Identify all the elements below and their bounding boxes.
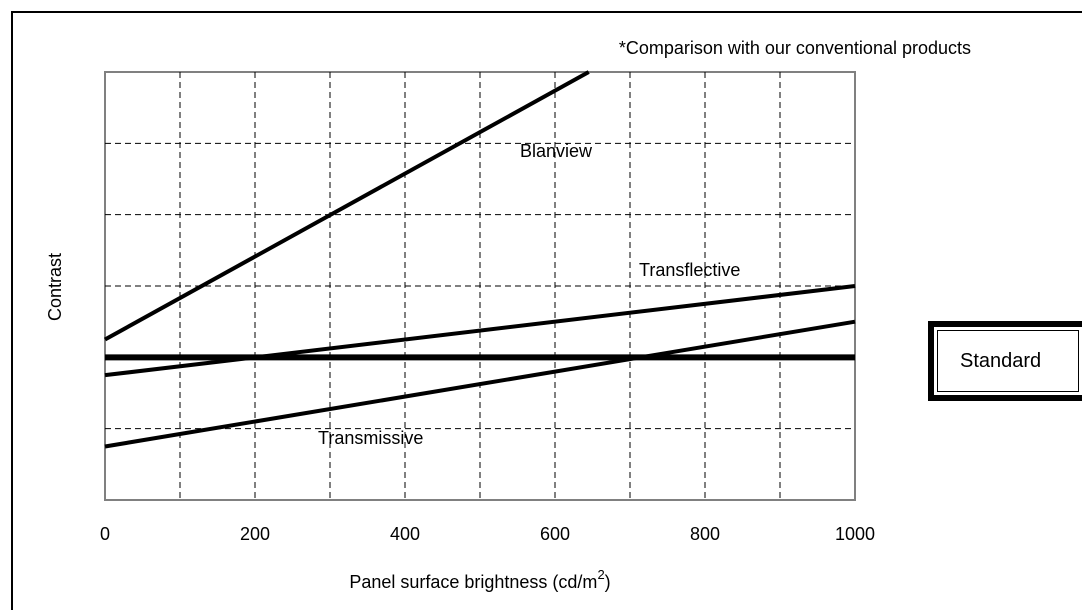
x-axis-label-sup: 2 [597,567,604,582]
series-lines [104,70,856,449]
series-label-transmissive: Transmissive [318,428,423,448]
x-tick-label: 200 [240,524,270,544]
series-line-transmissive [104,319,856,449]
x-axis-label-end: ) [605,572,611,592]
standard-label: Standard [937,330,1079,392]
chart-frame [11,11,1082,610]
standard-label-box: Standard [928,321,1082,401]
x-tick-label: 0 [100,524,110,544]
x-tick-label: 600 [540,524,570,544]
series-label-blanview: Blanview [520,141,593,161]
x-axis-label-main: Panel surface brightness (cd/m [349,572,597,592]
x-axis-label: Panel surface brightness (cd/m2) [349,567,610,592]
standard-label-inner: Standard [932,325,1082,397]
x-tick-label: 1000 [835,524,875,544]
series-line-blanview [104,70,590,342]
series-label-transflective: Transflective [639,260,740,280]
x-tick-label: 400 [390,524,420,544]
x-tick-label: 800 [690,524,720,544]
annotation-text: *Comparison with our conventional produc… [619,38,971,58]
x-tick-labels: 0 200 400 600 800 1000 [100,524,875,544]
y-axis-label: Contrast [45,253,65,321]
